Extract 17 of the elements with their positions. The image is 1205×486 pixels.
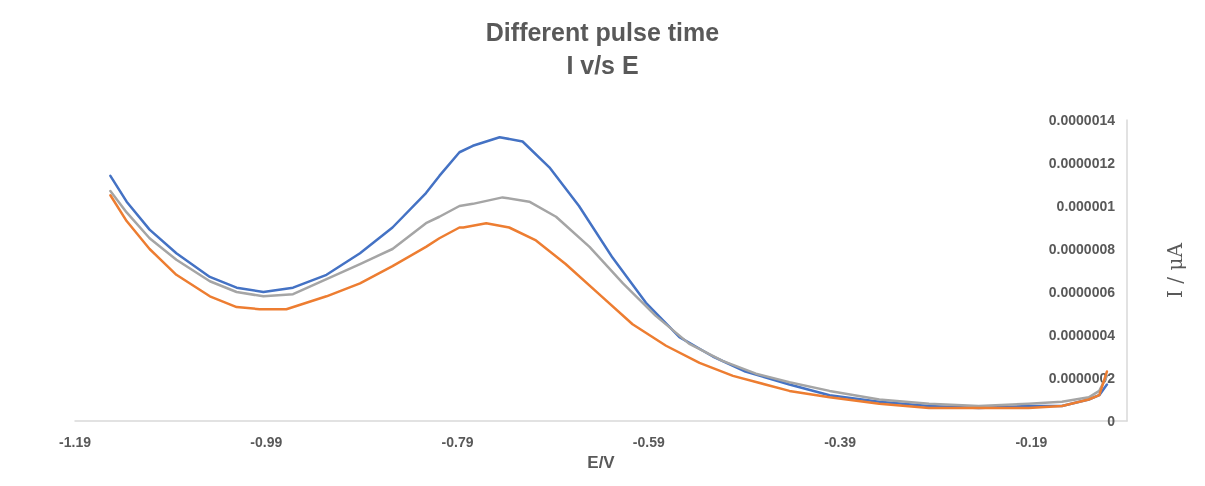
y-tick-label: 0.0000014	[1048, 112, 1116, 128]
y-tick-label: 0.0000004	[1048, 327, 1116, 343]
x-tick-label: -0.19	[1015, 434, 1048, 450]
y-tick-label: 0	[1107, 413, 1116, 429]
x-tick-label: -0.79	[441, 434, 474, 450]
y-tick-label: 0.000001	[1056, 198, 1116, 214]
x-axis-title: E/V	[587, 452, 616, 472]
y-tick-label: 0.0000008	[1048, 241, 1116, 257]
chart-title: Different pulse time	[485, 17, 720, 46]
x-tick-label: -0.39	[824, 434, 857, 450]
x-tick-label: -0.99	[250, 434, 283, 450]
y-tick-label: 0.0000012	[1048, 155, 1116, 171]
y-tick-label: 0.0000006	[1048, 284, 1116, 300]
x-tick-label: -0.59	[632, 434, 665, 450]
x-tick-label: -1.19	[59, 434, 92, 450]
y-axis-title: I / μA	[1163, 242, 1187, 298]
chart-subtitle: I v/s E	[566, 50, 639, 79]
